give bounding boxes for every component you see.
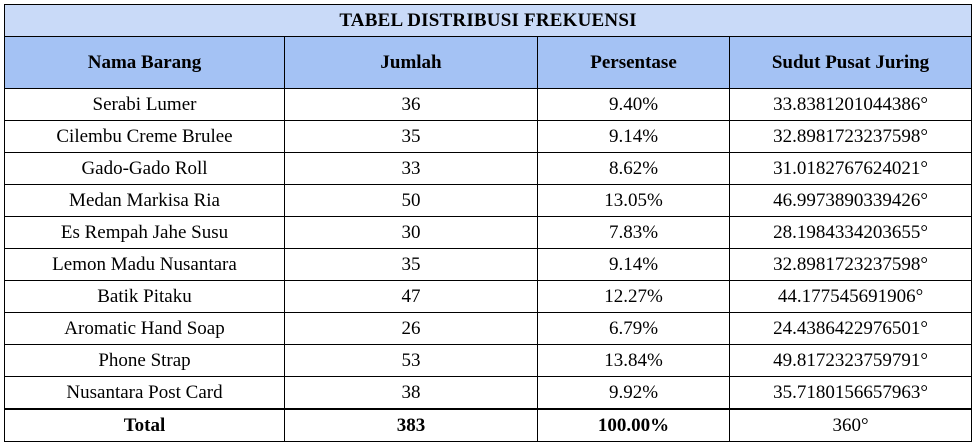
cell-persentase: 7.83% (537, 216, 730, 249)
cell-sudut: 44.177545691906° (728, 280, 973, 313)
cell-sudut: 32.8981723237598° (728, 120, 973, 153)
header-persentase: Persentase (537, 36, 730, 89)
cell-jumlah: 26 (284, 312, 538, 345)
header-jumlah: Jumlah (284, 36, 538, 89)
cell-sudut: 33.8381201044386° (728, 88, 973, 121)
cell-persentase: 9.92% (537, 376, 730, 410)
cell-jumlah: 50 (284, 184, 538, 217)
table-row: Nusantara Post Card 38 9.92% 35.71801566… (4, 376, 973, 410)
cell-jumlah: 53 (284, 344, 538, 377)
table-row: Serabi Lumer 36 9.40% 33.8381201044386° (4, 88, 973, 121)
cell-persentase: 12.27% (537, 280, 730, 313)
cell-sudut: 31.0182767624021° (728, 152, 973, 185)
cell-nama-barang: Gado-Gado Roll (4, 152, 285, 185)
cell-sudut: 35.7180156657963° (728, 376, 973, 410)
cell-nama-barang: Phone Strap (4, 344, 285, 377)
total-label: Total (4, 408, 285, 442)
cell-nama-barang: Cilembu Creme Brulee (4, 120, 285, 153)
cell-jumlah: 38 (284, 376, 538, 410)
table-row: Medan Markisa Ria 50 13.05% 46.997389033… (4, 184, 973, 217)
table-row: Lemon Madu Nusantara 35 9.14% 32.8981723… (4, 248, 973, 281)
table-row: Es Rempah Jahe Susu 30 7.83% 28.19843342… (4, 216, 973, 249)
table-title: TABEL DISTRIBUSI FREKUENSI (3, 4, 973, 37)
total-jumlah: 383 (284, 408, 538, 442)
table-row: Phone Strap 53 13.84% 49.8172323759791° (4, 344, 973, 377)
header-sudut-pusat-juring: Sudut Pusat Juring (728, 36, 973, 89)
cell-nama-barang: Lemon Madu Nusantara (4, 248, 285, 281)
header-nama-barang: Nama Barang (4, 36, 285, 89)
cell-jumlah: 36 (284, 88, 538, 121)
cell-persentase: 9.14% (537, 248, 730, 281)
cell-persentase: 9.14% (537, 120, 730, 153)
cell-sudut: 49.8172323759791° (728, 344, 973, 377)
cell-jumlah: 30 (284, 216, 538, 249)
frequency-distribution-table: TABEL DISTRIBUSI FREKUENSI Nama Barang J… (3, 4, 973, 442)
table-row: Gado-Gado Roll 33 8.62% 31.0182767624021… (4, 152, 973, 185)
cell-nama-barang: Nusantara Post Card (4, 376, 285, 410)
column-header-row: Nama Barang Jumlah Persentase Sudut Pusa… (4, 36, 973, 89)
cell-nama-barang: Batik Pitaku (4, 280, 285, 313)
total-persentase: 100.00% (537, 408, 730, 442)
table-row: Cilembu Creme Brulee 35 9.14% 32.8981723… (4, 120, 973, 153)
cell-persentase: 9.40% (537, 88, 730, 121)
cell-persentase: 13.05% (537, 184, 730, 217)
table-row: Aromatic Hand Soap 26 6.79% 24.438642297… (4, 312, 973, 345)
total-sudut: 360° (728, 408, 973, 442)
cell-sudut: 46.9973890339426° (728, 184, 973, 217)
cell-sudut: 32.8981723237598° (728, 248, 973, 281)
table-title-row: TABEL DISTRIBUSI FREKUENSI (3, 4, 973, 37)
cell-nama-barang: Medan Markisa Ria (4, 184, 285, 217)
cell-jumlah: 33 (284, 152, 538, 185)
cell-persentase: 13.84% (537, 344, 730, 377)
cell-sudut: 28.1984334203655° (728, 216, 973, 249)
cell-jumlah: 47 (284, 280, 538, 313)
cell-nama-barang: Es Rempah Jahe Susu (4, 216, 285, 249)
cell-persentase: 8.62% (537, 152, 730, 185)
table-row: Batik Pitaku 47 12.27% 44.177545691906° (4, 280, 973, 313)
cell-nama-barang: Serabi Lumer (4, 88, 285, 121)
total-row: Total 383 100.00% 360° (4, 408, 973, 442)
cell-jumlah: 35 (284, 248, 538, 281)
cell-sudut: 24.4386422976501° (728, 312, 973, 345)
cell-jumlah: 35 (284, 120, 538, 153)
cell-nama-barang: Aromatic Hand Soap (4, 312, 285, 345)
cell-persentase: 6.79% (537, 312, 730, 345)
